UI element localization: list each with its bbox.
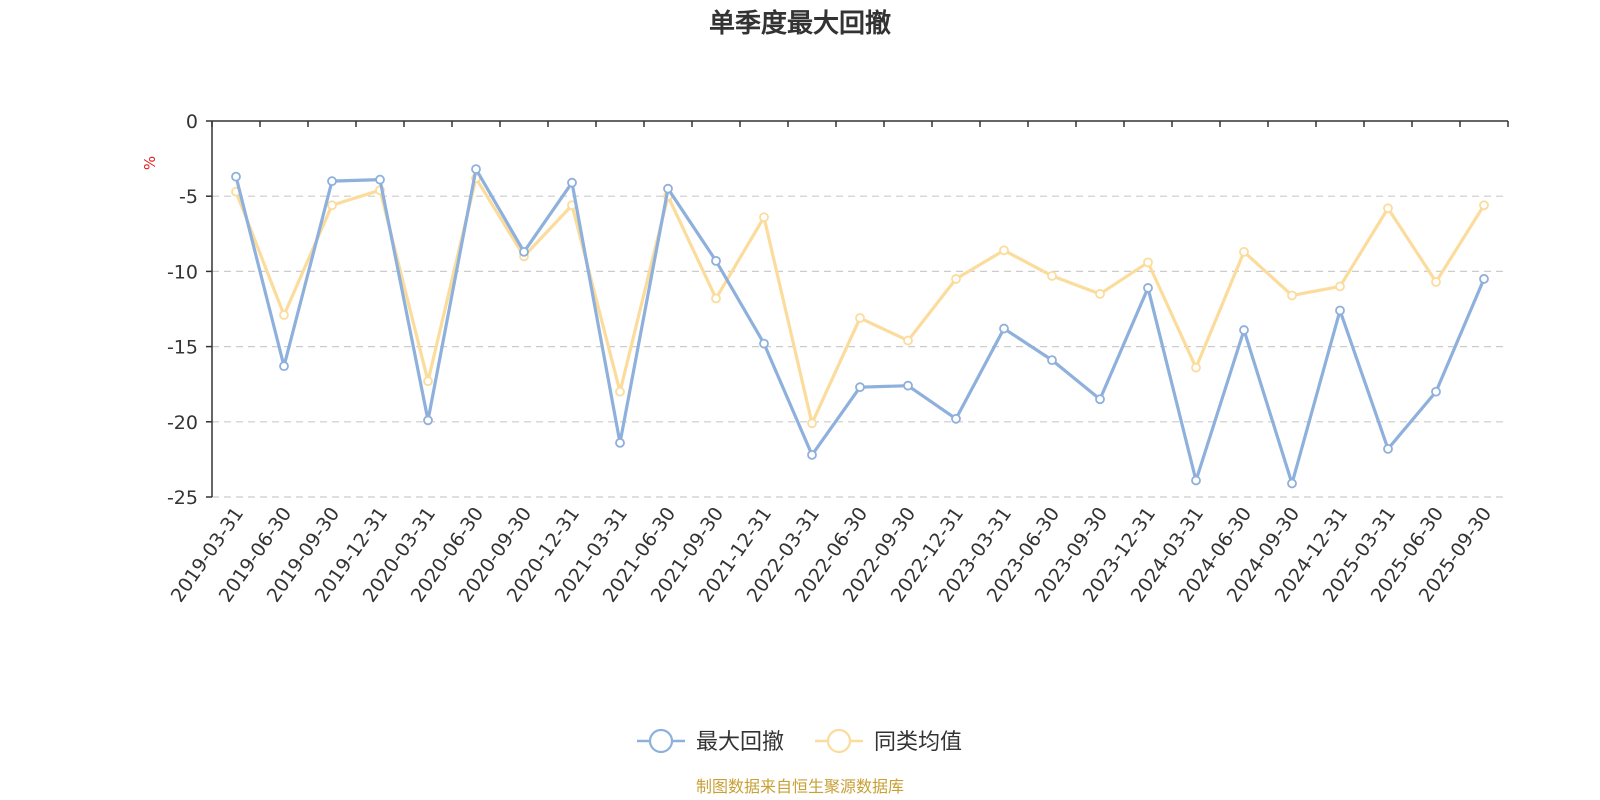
data-point[interactable] bbox=[1143, 283, 1153, 293]
data-point[interactable] bbox=[375, 174, 385, 185]
data-point[interactable] bbox=[711, 293, 721, 304]
data-point[interactable] bbox=[1335, 281, 1345, 292]
data-point[interactable] bbox=[759, 338, 769, 349]
data-point[interactable] bbox=[327, 200, 337, 211]
y-tick-label: 0 bbox=[186, 111, 198, 133]
data-point[interactable] bbox=[471, 164, 481, 175]
legend-item[interactable]: 同类均值 bbox=[815, 728, 962, 755]
data-point[interactable] bbox=[1239, 325, 1249, 335]
data-point[interactable] bbox=[759, 212, 769, 223]
y-tick-label: -10 bbox=[167, 261, 198, 283]
grid-lines bbox=[212, 195, 1508, 498]
data-point[interactable] bbox=[999, 245, 1009, 256]
data-point[interactable] bbox=[1095, 394, 1105, 405]
data-point[interactable] bbox=[1335, 305, 1345, 316]
data-point[interactable] bbox=[423, 415, 433, 426]
data-point[interactable] bbox=[279, 310, 289, 320]
data-point[interactable] bbox=[279, 361, 289, 372]
data-point[interactable] bbox=[567, 177, 577, 188]
data-point[interactable] bbox=[519, 246, 529, 257]
data-source-note: 制图数据来自恒生聚源数据库 bbox=[696, 777, 904, 796]
data-point[interactable] bbox=[807, 449, 817, 460]
legend-circle-marker bbox=[826, 728, 852, 754]
data-point[interactable] bbox=[1191, 475, 1201, 486]
y-tick-label: -15 bbox=[167, 337, 198, 359]
data-point[interactable] bbox=[615, 437, 625, 448]
chart-title: 单季度最大回撤 bbox=[709, 8, 891, 39]
data-point[interactable] bbox=[1047, 355, 1057, 366]
data-point[interactable] bbox=[999, 323, 1009, 334]
data-point[interactable] bbox=[903, 335, 913, 346]
data-point[interactable] bbox=[231, 171, 241, 182]
data-point[interactable] bbox=[855, 382, 865, 393]
data-point[interactable] bbox=[1239, 246, 1249, 257]
data-point[interactable] bbox=[1095, 289, 1105, 299]
data-point[interactable] bbox=[1287, 478, 1297, 489]
data-point[interactable] bbox=[951, 274, 961, 284]
legend-label: 同类均值 bbox=[874, 730, 962, 755]
data-point[interactable] bbox=[1047, 271, 1057, 281]
data-point[interactable] bbox=[1479, 200, 1489, 211]
data-point[interactable] bbox=[1431, 386, 1441, 397]
data-point[interactable] bbox=[1191, 362, 1201, 373]
data-point[interactable] bbox=[807, 418, 817, 429]
data-point[interactable] bbox=[1431, 277, 1441, 287]
series-line bbox=[234, 167, 1486, 486]
y-tick-label: -5 bbox=[179, 186, 198, 208]
axes bbox=[211, 120, 1508, 497]
data-point[interactable] bbox=[1143, 257, 1153, 268]
data-point[interactable] bbox=[711, 255, 721, 266]
series-1 bbox=[231, 164, 1489, 489]
data-point[interactable] bbox=[1383, 203, 1393, 214]
data-point[interactable] bbox=[903, 380, 913, 391]
y-axis-unit-label: % bbox=[141, 156, 159, 170]
data-point[interactable] bbox=[423, 376, 433, 387]
data-point[interactable] bbox=[951, 413, 961, 424]
data-point[interactable] bbox=[855, 313, 865, 323]
data-point[interactable] bbox=[1479, 274, 1489, 284]
legend-label: 最大回撤 bbox=[696, 730, 784, 755]
data-point[interactable] bbox=[327, 176, 337, 187]
legend-circle-marker bbox=[648, 728, 674, 754]
series-group bbox=[231, 164, 1489, 489]
y-axis-ticks: 0 -5 -10 -15 -20 -25 bbox=[167, 111, 212, 509]
series-2 bbox=[231, 173, 1489, 429]
y-tick-label: -25 bbox=[167, 487, 198, 509]
data-point[interactable] bbox=[1383, 443, 1393, 454]
legend[interactable]: 最大回撤 同类均值 bbox=[637, 728, 962, 755]
data-point[interactable] bbox=[1287, 290, 1297, 301]
data-point[interactable] bbox=[663, 183, 673, 194]
data-point[interactable] bbox=[615, 386, 625, 397]
legend-item[interactable]: 最大回撤 bbox=[637, 728, 784, 755]
y-tick-label: -20 bbox=[167, 412, 198, 434]
